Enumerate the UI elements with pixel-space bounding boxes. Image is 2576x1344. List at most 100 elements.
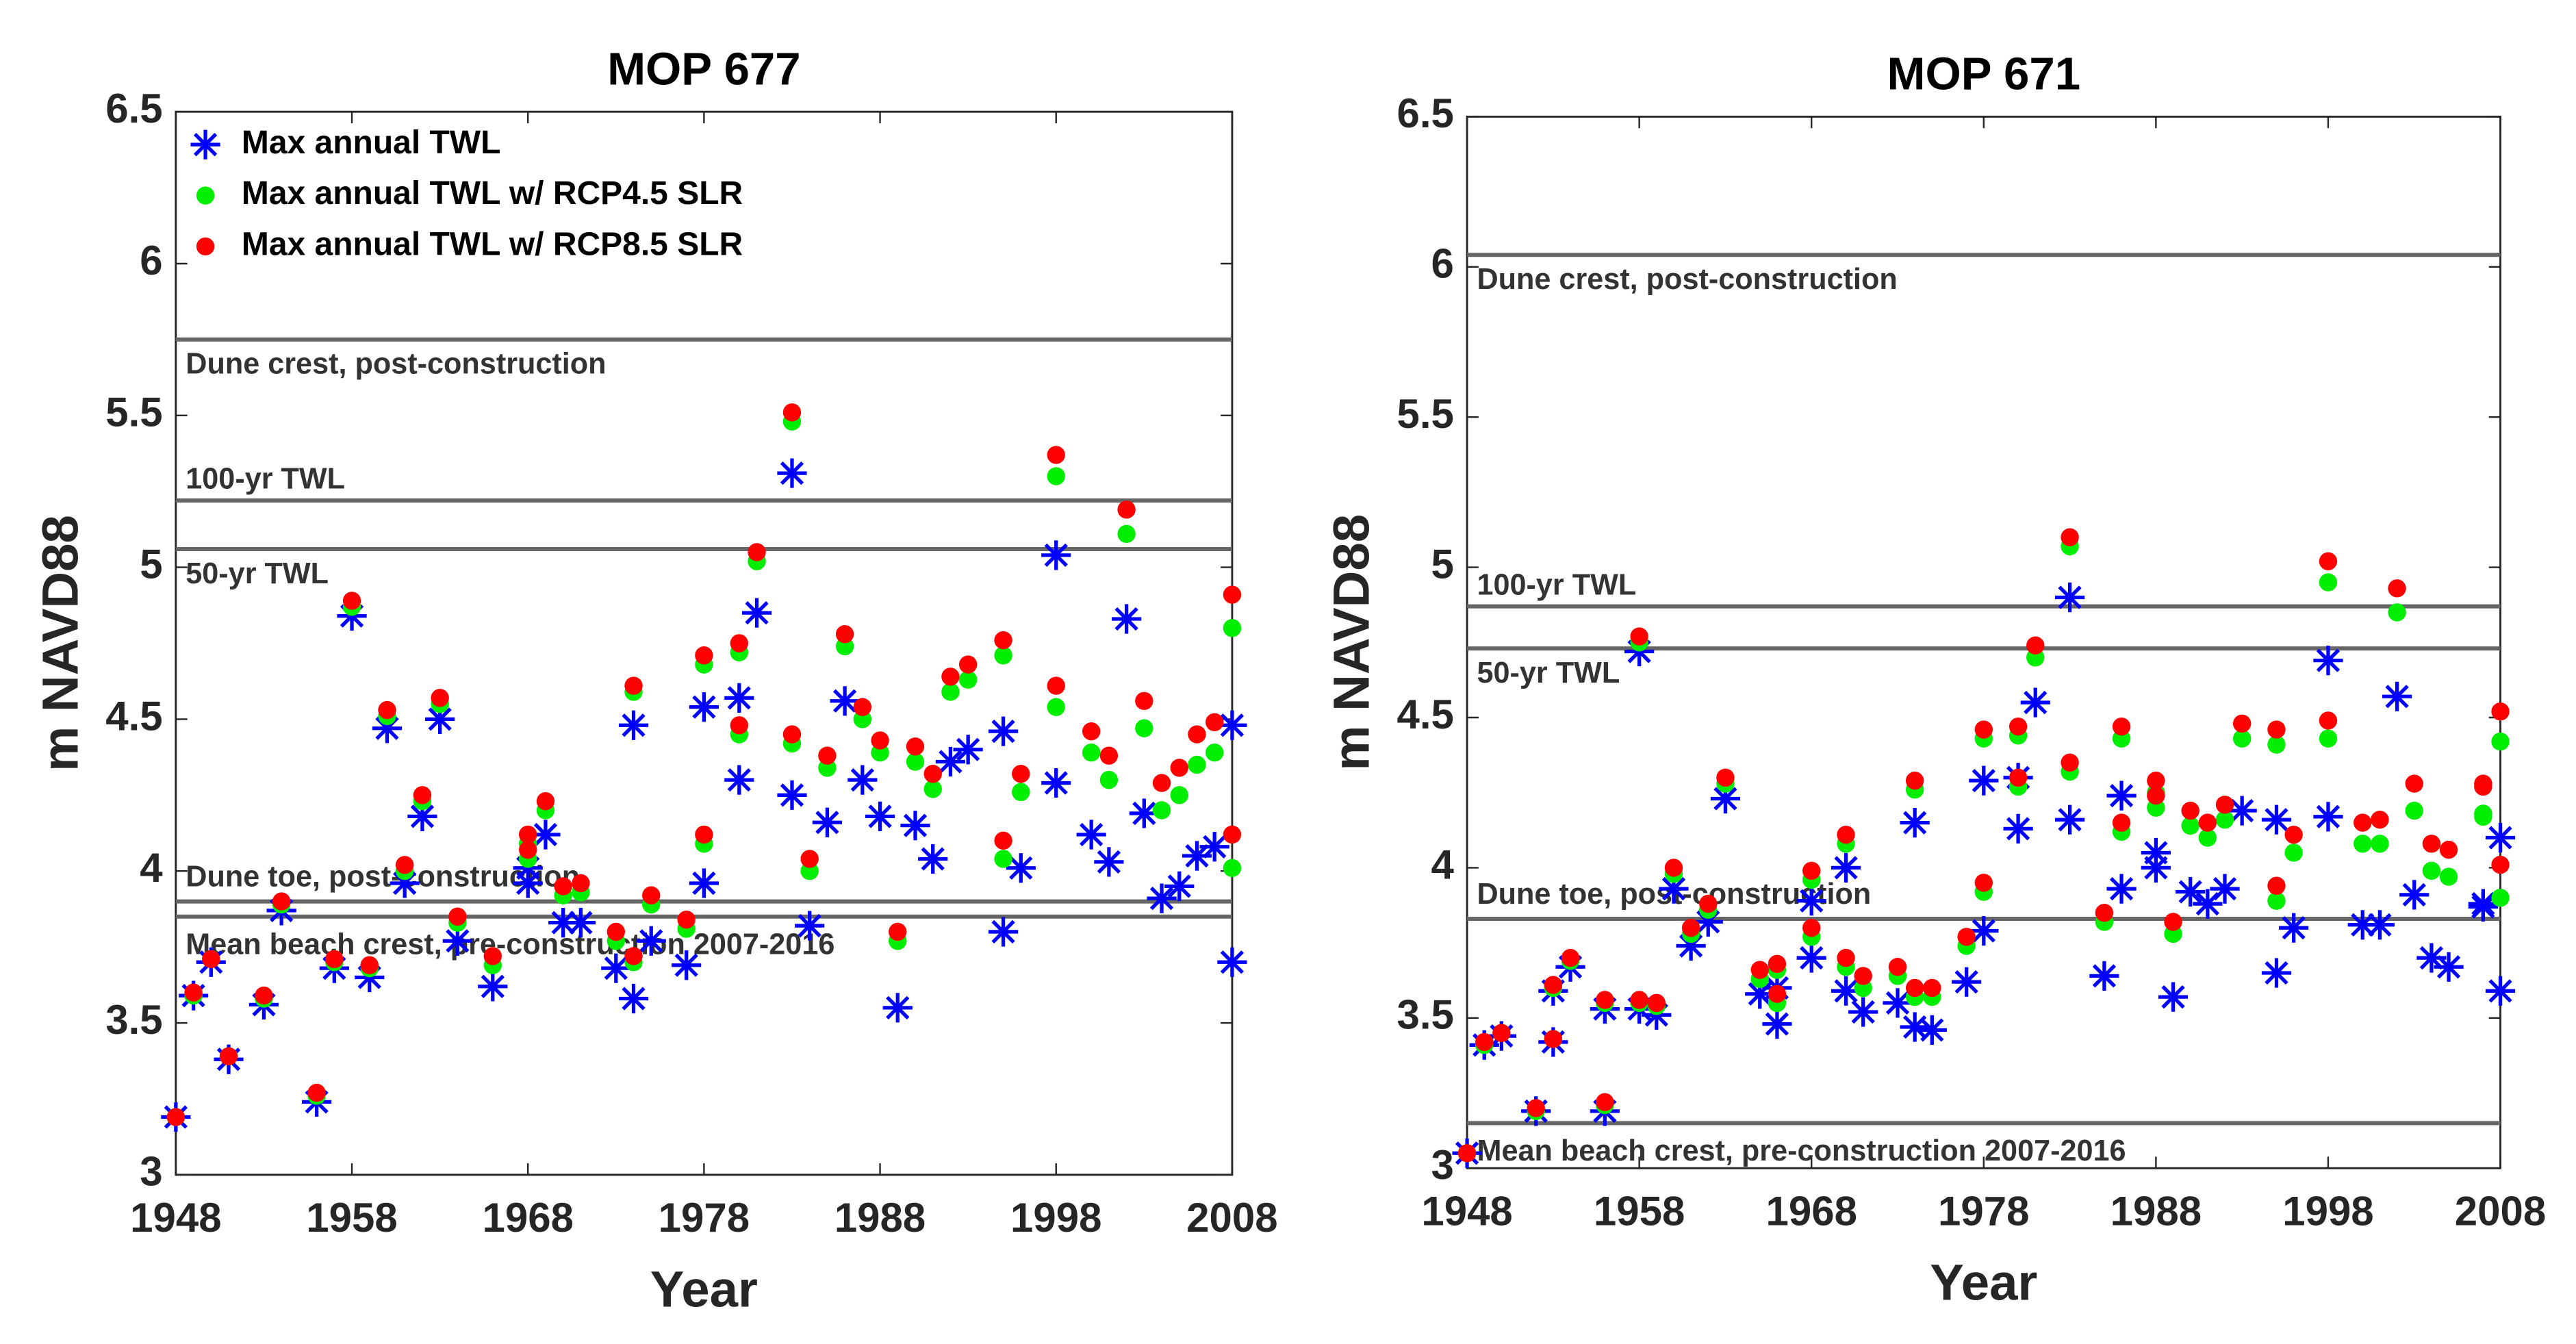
point <box>531 820 561 850</box>
point <box>2491 889 2510 907</box>
point <box>2106 781 2137 811</box>
point <box>1900 807 1930 838</box>
point <box>519 840 537 859</box>
point <box>1147 883 1177 913</box>
point <box>607 922 625 941</box>
point <box>554 877 572 896</box>
point <box>2198 828 2217 847</box>
point <box>865 801 895 831</box>
point <box>2399 880 2430 910</box>
point <box>941 668 960 686</box>
legend-label: Max annual TWL w/ RCP8.5 SLR <box>242 227 743 263</box>
point <box>871 731 889 750</box>
point <box>748 543 766 561</box>
reference-label: 50-yr TWL <box>186 557 329 590</box>
point <box>1112 604 1142 634</box>
x-tick-label: 2008 <box>2455 1188 2546 1234</box>
point <box>2439 840 2458 859</box>
y-tick-label: 5.5 <box>105 390 162 435</box>
point <box>2095 904 2114 922</box>
chart-title: MOP 671 <box>1887 49 2080 100</box>
point <box>835 624 854 644</box>
point <box>689 692 719 722</box>
point <box>1750 961 1769 979</box>
point <box>431 689 449 707</box>
point <box>2364 910 2395 940</box>
point <box>2089 961 2119 991</box>
point <box>1170 759 1188 777</box>
point <box>202 950 220 969</box>
point <box>2485 976 2516 1006</box>
point <box>2267 876 2286 895</box>
point <box>395 856 414 874</box>
point <box>1693 906 1723 937</box>
point <box>2468 891 2498 922</box>
point <box>777 780 807 810</box>
point <box>2227 796 2257 826</box>
point <box>958 670 978 689</box>
point <box>1768 954 1787 974</box>
point <box>2491 732 2510 751</box>
reference-label: 100-yr TWL <box>186 463 345 496</box>
point <box>325 950 344 969</box>
x-tick-label: 2008 <box>1186 1195 1277 1241</box>
point <box>1883 988 1913 1018</box>
y-axis-label: m NAVD88 <box>31 515 88 772</box>
point <box>2485 822 2516 853</box>
point <box>695 646 713 665</box>
point <box>2267 891 2286 910</box>
point <box>618 710 649 740</box>
point <box>425 704 455 735</box>
point <box>1831 976 1861 1006</box>
point <box>1969 765 1999 796</box>
point <box>536 791 555 811</box>
point <box>2158 982 2189 1012</box>
point <box>689 868 719 898</box>
point <box>337 600 367 631</box>
legend-marker <box>196 237 215 256</box>
point <box>2193 889 2223 919</box>
point <box>2261 804 2292 835</box>
point <box>741 598 772 628</box>
reference-label: Dune crest, post-construction <box>186 348 606 381</box>
point <box>342 592 361 610</box>
y-tick-label: 4 <box>1431 841 1455 887</box>
point <box>923 780 942 798</box>
point <box>777 458 807 488</box>
point <box>672 950 702 980</box>
point <box>677 910 696 929</box>
point <box>2354 813 2372 832</box>
point <box>2491 855 2510 874</box>
point <box>1047 446 1065 464</box>
point <box>1182 841 1212 871</box>
x-axis-label: Year <box>650 1260 758 1317</box>
point <box>1099 746 1119 765</box>
point <box>724 765 754 795</box>
point <box>1848 997 1878 1027</box>
point <box>1099 770 1119 789</box>
point <box>994 831 1012 850</box>
point <box>166 1108 186 1126</box>
point <box>1952 967 1982 997</box>
point <box>2020 687 2050 718</box>
point <box>407 801 437 831</box>
point <box>1041 768 1071 798</box>
point <box>2054 582 2085 613</box>
point <box>2232 729 2252 748</box>
point <box>442 926 472 956</box>
point <box>1768 985 1787 1003</box>
point <box>1905 978 1924 998</box>
point <box>1170 786 1188 804</box>
point <box>2112 813 2131 832</box>
point <box>795 911 825 941</box>
point <box>1888 958 1907 976</box>
point <box>1135 692 1153 710</box>
point <box>1969 915 1999 946</box>
y-tick-label: 3 <box>1431 1142 1454 1188</box>
point <box>818 746 837 765</box>
point <box>2347 910 2377 940</box>
point <box>988 716 1019 746</box>
legend-label: Max annual TWL w/ RCP4.5 SLR <box>242 175 743 212</box>
point <box>1152 801 1171 820</box>
point <box>847 765 878 795</box>
